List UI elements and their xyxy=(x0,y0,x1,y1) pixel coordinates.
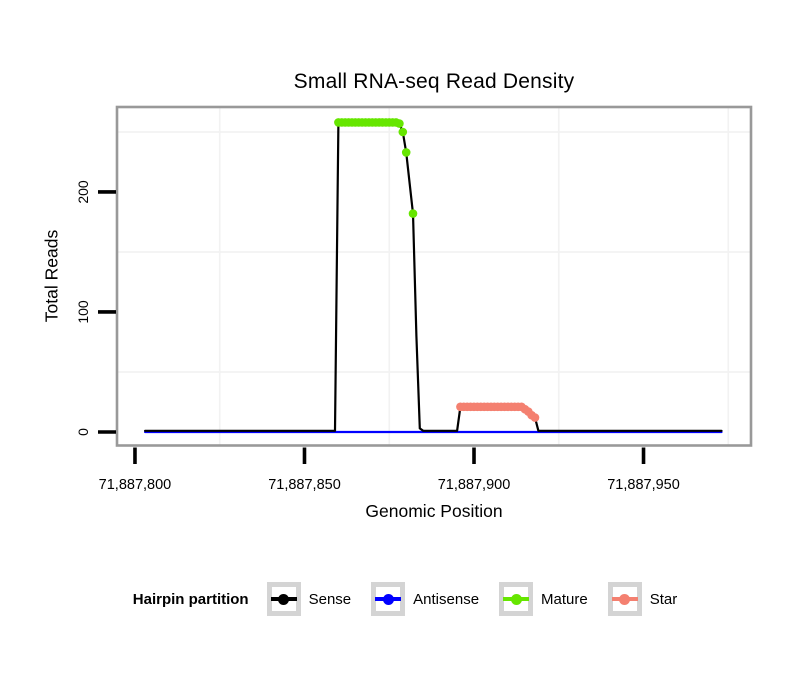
legend-label-antisense: Antisense xyxy=(413,590,480,608)
legend-title: Hairpin partition xyxy=(132,590,249,608)
svg-text:100: 100 xyxy=(75,300,91,324)
svg-text:71,887,900: 71,887,900 xyxy=(438,477,511,493)
legend-item-antisense: Antisense xyxy=(371,582,479,616)
svg-text:200: 200 xyxy=(75,180,91,204)
svg-text:71,887,800: 71,887,800 xyxy=(99,477,172,493)
svg-text:71,887,850: 71,887,850 xyxy=(268,477,341,493)
legend-label-star: Star xyxy=(649,590,678,608)
chart-title: Small RNA-seq Read Density xyxy=(293,70,575,93)
svg-text:71,887,950: 71,887,950 xyxy=(607,477,680,493)
legend-key-mature-icon xyxy=(499,582,534,616)
plot-area: 0 100 200 71,887,800 71,887,850 71,887,900 71,… xyxy=(75,105,753,493)
legend-key-star-icon xyxy=(607,582,642,616)
legend-label-sense: Sense xyxy=(308,590,352,608)
legend-item-star: Star xyxy=(607,582,678,616)
legend-label-mature: Mature xyxy=(541,590,588,608)
legend-item-mature: Mature xyxy=(499,582,588,616)
legend-item-sense: Sense xyxy=(266,582,352,616)
legend-key-antisense-icon xyxy=(371,582,406,616)
x-axis-title: Genomic Position xyxy=(365,501,503,521)
legend: Hairpin partition Sense Antisense Mature xyxy=(0,582,810,616)
legend-key-sense-icon xyxy=(266,582,301,616)
svg-text:0: 0 xyxy=(75,428,91,436)
